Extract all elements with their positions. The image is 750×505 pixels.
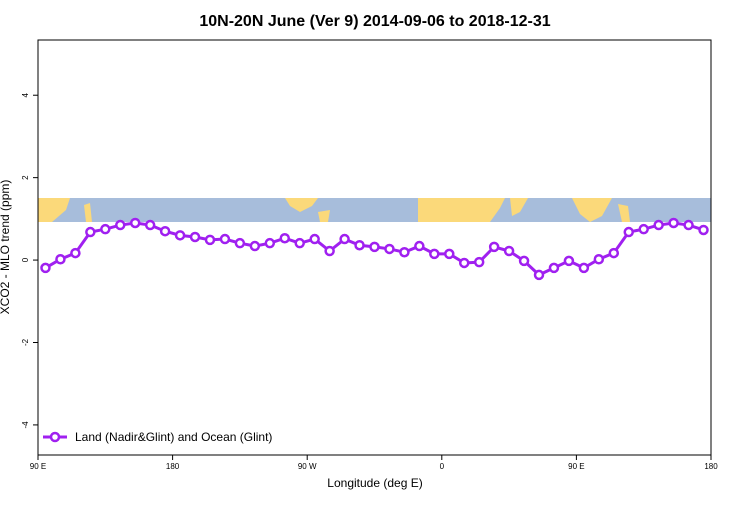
legend-marker: [49, 431, 61, 443]
chart-title: 10N-20N June (Ver 9) 2014-09-06 to 2018-…: [199, 13, 550, 30]
data-point: [533, 269, 545, 281]
data-point: [309, 233, 320, 245]
data-point: [204, 234, 216, 246]
map-strip: [38, 198, 711, 222]
data-point: [698, 224, 709, 236]
data-point: [488, 241, 500, 253]
data-point: [458, 257, 470, 269]
data-point: [339, 233, 350, 245]
plot-frame: [37, 39, 712, 456]
y-tick-label: 2: [21, 175, 30, 180]
data-point: [593, 253, 605, 265]
y-tick-label: -4: [21, 421, 30, 429]
data-point: [70, 247, 81, 259]
data-point: [653, 219, 664, 231]
legend-label: Land (Nadir&Glint) and Ocean (Glint): [75, 430, 272, 444]
y-tick-label: -2: [21, 338, 30, 346]
x-tick-label: 180: [704, 462, 718, 471]
data-point: [518, 255, 530, 267]
data-point: [219, 233, 231, 245]
x-tick-label: 180: [166, 462, 180, 471]
data-point: [159, 225, 171, 237]
data-point: [294, 237, 305, 249]
data-point: [249, 240, 261, 252]
data-point: [578, 262, 590, 274]
data-point: [144, 219, 156, 231]
data-point: [189, 231, 201, 243]
data-point: [429, 248, 440, 260]
data-point: [473, 256, 485, 268]
data-point: [683, 219, 694, 231]
data-point: [234, 237, 246, 249]
data-point: [369, 241, 380, 253]
data-point: [414, 240, 425, 252]
x-tick-label: 0: [440, 462, 445, 471]
data-point: [264, 237, 276, 249]
data-point: [324, 245, 335, 257]
data-point: [85, 226, 96, 238]
data-point: [129, 217, 141, 229]
data-point: [623, 226, 634, 238]
data-point: [444, 248, 455, 260]
y-tick-label: 0: [21, 257, 30, 262]
x-tick-label: 90 E: [30, 462, 46, 471]
data-point: [384, 243, 395, 255]
data-point: [608, 247, 620, 259]
x-tick-label: 90 W: [298, 462, 317, 471]
data-point: [354, 239, 365, 251]
y-axis-label: XCO2 - MLO trend (ppm): [0, 180, 12, 315]
x-tick-label: 90 E: [568, 462, 584, 471]
data-point: [399, 246, 410, 258]
data-point: [40, 262, 51, 274]
data-point: [548, 262, 560, 274]
data-point: [55, 253, 66, 265]
y-tick-label: 4: [21, 92, 30, 97]
data-point: [668, 217, 679, 229]
x-axis-label: Longitude (deg E): [327, 476, 422, 490]
data-point: [174, 230, 186, 241]
data-point: [638, 223, 649, 235]
data-point: [100, 223, 111, 235]
data-point: [563, 255, 575, 267]
data-point: [503, 245, 515, 257]
data-point: [115, 219, 126, 231]
data-point: [279, 232, 291, 244]
